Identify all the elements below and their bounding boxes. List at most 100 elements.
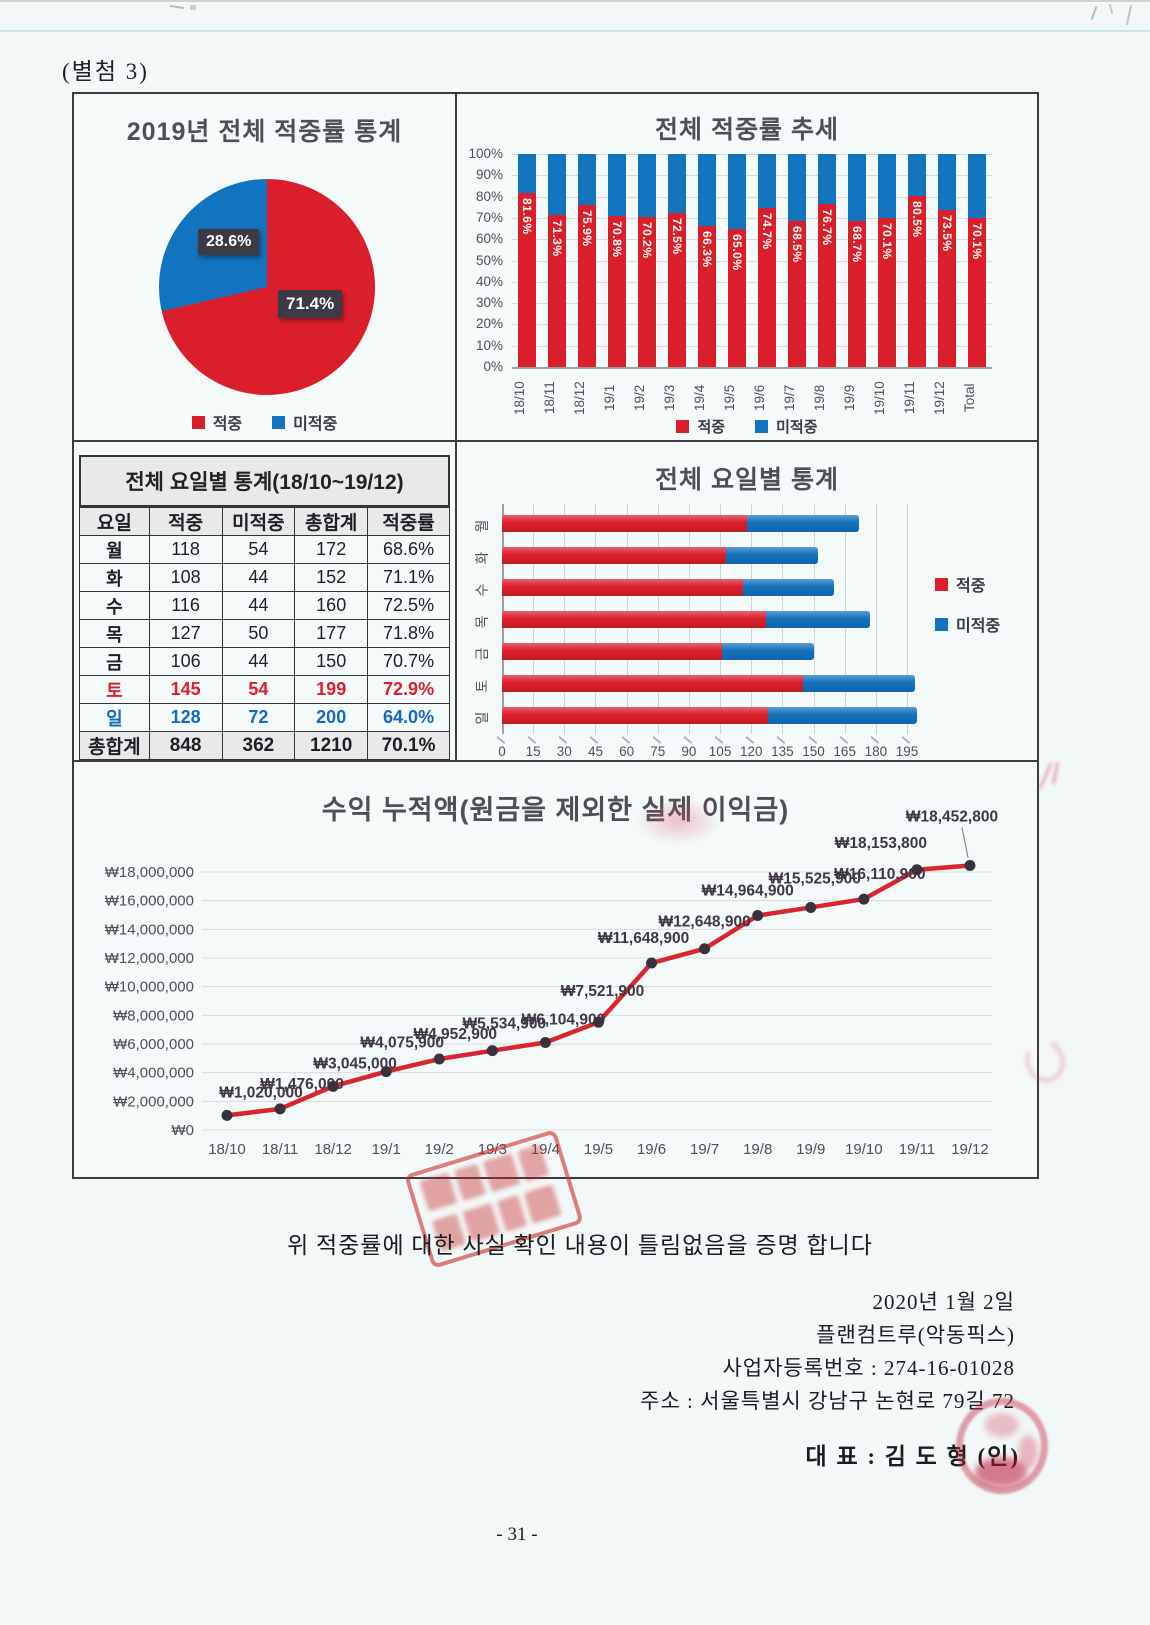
day-x-tick-label: 60 [619,744,635,759]
trend-gridline [512,303,992,305]
table-cell: 160 [294,591,369,620]
line-x-tick-label: 19/11 [899,1141,935,1158]
miss-legend-label: 미적중 [776,419,818,436]
stamp-smudge [636,798,720,844]
company-name: 플랜컴트루(악동픽스) [816,1323,1015,1347]
trend-gridline [512,324,992,326]
scan-speck [190,5,196,10]
pie-chart-title: 2019년 전체 적중률 통계 [126,118,403,146]
day-gridline [907,504,908,734]
table-cell: 72.9% [367,675,450,704]
table-cell: 44 [221,563,296,592]
trend-bar-value-label: 65.0% [730,233,744,271]
scan-artifact-line [0,0,1150,2]
day-x-tick-label: 150 [802,744,825,759]
data-point-label: ₩7,521,900 [561,983,645,1000]
table-cell: 1210 [294,731,369,760]
day-x-tick-label: 105 [708,744,732,759]
data-point-label: ₩16,110,900 [834,866,925,883]
trend-x-tick-label: Total [962,383,977,413]
profit-line-panel: 수익 누적액(원금을 제외한 실제 이익금) ₩18,000,000 ₩16,00… [74,762,1037,1177]
stamp-ink-blob [975,1457,1027,1487]
data-point-marker [646,957,658,969]
table-cell: 50 [221,619,296,648]
trend-bar-value-label: 74.7% [760,212,774,250]
trend-y-tick-label: 10% [475,337,503,353]
miss-legend-label: 미적중 [956,618,1001,635]
day-x-tick-label: 75 [650,744,666,759]
day-axis-tick [527,735,537,744]
trend-chart-panel: 전체 적중률 추세 100% 90% 80% 70% 60% 50% 40% 30% 20% 10… [457,94,1037,442]
table-cell: 71.1% [367,563,450,592]
day-axis-tick [901,735,911,744]
data-point-marker [221,1109,233,1121]
hit-legend-label: 적중 [956,578,986,595]
table-cell: 116 [148,591,223,620]
line-y-tick-label: ₩2,000,000 [113,1093,194,1110]
table-row: 화 108 44 152 71.1% [79,563,450,592]
stamp-bleed-mark [1038,761,1064,800]
table-header-cell: 요일 [79,507,150,536]
trend-hit-bar-segment [908,195,926,367]
table-cell: 64.0% [367,703,450,732]
weekday-table-title: 전체 요일별 통계(18/10~19/12) [79,455,450,507]
trend-x-tick-label: 19/5 [722,384,737,412]
day-axis-tick [745,735,755,744]
day-x-tick-label: 15 [525,744,541,759]
attachment-label: (별첨 3) [62,59,149,84]
line-x-tick-label: 19/5 [584,1141,613,1158]
page-number: - 31 - [496,1524,538,1545]
trend-miss-bar-segment [878,154,896,218]
table-cell: 70.7% [367,647,450,676]
table-cell: 108 [148,563,223,592]
trend-hit-bar-segment [728,228,746,367]
line-x-tick-label: 19/1 [372,1141,401,1158]
line-x-tick-label: 19/8 [743,1141,772,1158]
table-cell: 152 [294,563,369,592]
line-x-tick-label: 19/4 [531,1141,560,1158]
day-category-label: 금 [474,647,490,661]
table-cell: 68.6% [367,535,450,564]
trend-bar-value-label: 70.1% [880,222,894,260]
trend-miss-bar-segment [608,154,626,217]
trend-bar-value-label: 70.8% [610,221,624,258]
trend-miss-bar-segment [788,154,806,222]
business-registration-number: 사업자등록번호 : 274-16-01028 [722,1356,1015,1380]
day-x-tick-label: 120 [739,744,763,759]
trend-hit-bar-segment [638,217,656,367]
data-point-label: ₩6,104,900 [522,1011,606,1028]
table-cell: 목 [79,619,150,648]
table-cell: 54 [221,675,296,704]
day-hit-bar-segment [502,643,723,660]
day-axis-tick [496,735,506,744]
trend-hit-bar-segment [848,220,866,367]
day-hit-bar-segment [502,547,727,564]
trend-bar-value-label: 75.9% [580,210,594,247]
legend-item-hit: 적중 [935,572,1000,596]
trend-chart-plot: 100% 90% 80% 70% 60% 50% 40% 30% 20% 10% 0% 81.6% 18… [457,94,1037,440]
data-point-label: ₩4,952,900 [413,1026,497,1043]
line-x-tick-label: 19/10 [845,1141,883,1158]
table-cell: 362 [221,731,296,760]
line-y-tick-label: ₩10,000,000 [105,979,194,996]
trend-miss-bar-segment [938,154,956,211]
day-axis-tick [808,735,817,744]
line-y-tick-label: ₩18,000,000 [105,864,194,881]
data-point-marker [699,943,711,955]
weekday-table-panel: 전체 요일별 통계(18/10~19/12) 요일 적중 미적중 총합계 적중률 월 118… [74,442,457,762]
trend-gridline [512,281,992,283]
trend-bar-value-label: 70.1% [970,222,984,260]
table-cell: 토 [79,675,150,704]
table-row: 토 145 54 199 72.9% [79,675,450,704]
day-x-tick-label: 90 [681,744,697,759]
scan-artifact-line [0,30,1150,32]
trend-miss-bar-segment [638,154,656,218]
day-axis-tick [590,735,599,744]
table-row: 총합계 848 362 1210 70.1% [79,731,450,760]
line-x-tick-label: 19/12 [951,1141,989,1158]
trend-bar-value-label: 81.6% [520,198,534,235]
data-point-marker [964,860,976,872]
stamp-ink-blob [985,1413,1019,1437]
data-point-label: ₩4,075,900 [360,1035,444,1052]
